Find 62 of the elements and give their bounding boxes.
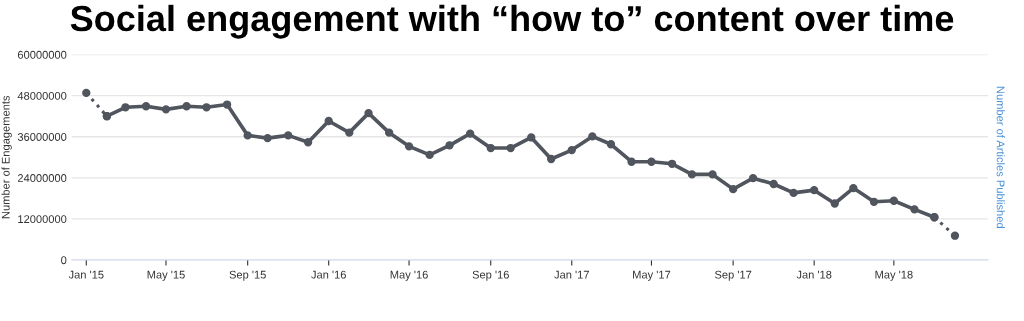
y2-axis-title: Number of Articles Published [996,86,1005,228]
y-tick-label: 0 [61,256,67,265]
x-tick-label: Jan '18 [796,270,832,279]
x-tick-label: Jan '17 [554,270,589,279]
point [830,199,839,208]
point [647,157,656,166]
point [869,197,879,206]
point [141,102,151,111]
point [324,116,333,126]
y-tick-label: 60000000 [17,50,67,59]
y-tick-label: 36000000 [17,133,67,141]
point [567,145,576,155]
point [687,170,697,179]
point [769,179,778,189]
point [910,205,919,214]
chart-title: Social engagement with “how to” content over time [70,4,954,39]
point [486,143,495,153]
point [161,105,171,114]
x-tick-label: Sep '16 [472,270,509,281]
y-tick-label: 12000000 [18,215,67,224]
y-tick-label: 24000000 [17,174,67,182]
point [202,103,211,112]
point [465,129,475,138]
x-tick-label: Sep '17 [714,270,752,281]
point [404,142,414,151]
point [627,157,636,166]
x-tick-label: May '17 [633,270,671,281]
y-tick-label: 48000000 [17,91,67,100]
point [547,154,556,164]
x-tick-label: May '18 [875,270,913,281]
point [243,131,252,140]
point [588,132,597,141]
point [809,185,819,195]
point [527,133,536,142]
point [82,88,91,98]
x-tick-label: May '15 [147,270,185,281]
point [303,138,313,147]
x-tick-label: Jan '15 [68,270,104,279]
x-tick-label: Jan '16 [311,270,346,279]
point [384,128,394,137]
point [506,143,515,153]
point [364,108,373,118]
point [345,128,354,137]
point [728,184,738,194]
point [789,188,798,198]
y-axis-title: Number of Engagements [1,95,12,219]
point [849,183,858,193]
x-tick-label: Sep '15 [229,270,266,281]
point [284,131,293,140]
point [606,140,616,149]
x-tick-label: May '16 [390,270,428,281]
point [121,103,130,112]
point [182,102,191,111]
point [950,231,960,240]
point [708,170,717,179]
point [425,150,434,160]
point [222,100,232,109]
point [748,174,758,183]
point [889,196,899,205]
point [667,159,677,168]
point [263,133,272,143]
point [445,141,454,150]
